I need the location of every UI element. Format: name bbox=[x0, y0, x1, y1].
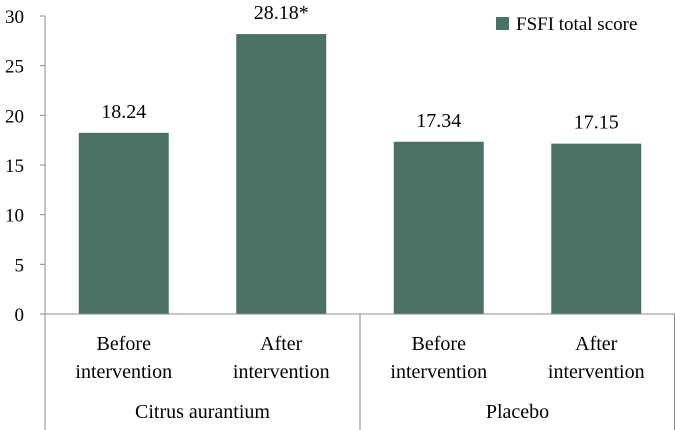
bar bbox=[393, 141, 484, 314]
x-group-label: Citrus aurantium bbox=[135, 401, 270, 423]
x-category-label: Before intervention bbox=[75, 333, 172, 383]
y-tick-label: 30 bbox=[5, 7, 24, 28]
y-tick-label: 10 bbox=[5, 206, 24, 227]
bars bbox=[78, 34, 642, 314]
y-tick-label: 15 bbox=[5, 156, 24, 177]
x-group-label: Placebo bbox=[486, 401, 549, 423]
data-label: 28.18* bbox=[254, 2, 309, 24]
data-labels: 18.24 28.18* 17.34 17.15 bbox=[101, 2, 619, 134]
data-label: 17.15 bbox=[574, 112, 619, 134]
legend: FSFI total score bbox=[496, 14, 637, 35]
bar bbox=[551, 143, 642, 314]
bar bbox=[78, 132, 169, 314]
y-tick-label: 0 bbox=[15, 305, 25, 326]
y-tick-label: 20 bbox=[5, 106, 24, 127]
bar bbox=[236, 34, 327, 314]
legend-swatch bbox=[496, 17, 509, 30]
y-tick-label: 5 bbox=[15, 255, 25, 276]
x-category-label: After intervention bbox=[548, 333, 645, 383]
x-category-label: After intervention bbox=[233, 333, 330, 383]
y-axis: 0 5 10 15 20 25 30 bbox=[5, 7, 46, 326]
data-label: 18.24 bbox=[101, 101, 146, 123]
x-axis: Before intervention After intervention Befor… bbox=[44, 313, 675, 430]
data-label: 17.34 bbox=[416, 110, 461, 132]
y-tick-label: 25 bbox=[5, 57, 24, 78]
legend-label: FSFI total score bbox=[516, 14, 637, 35]
x-category-label: Before intervention bbox=[390, 333, 487, 383]
